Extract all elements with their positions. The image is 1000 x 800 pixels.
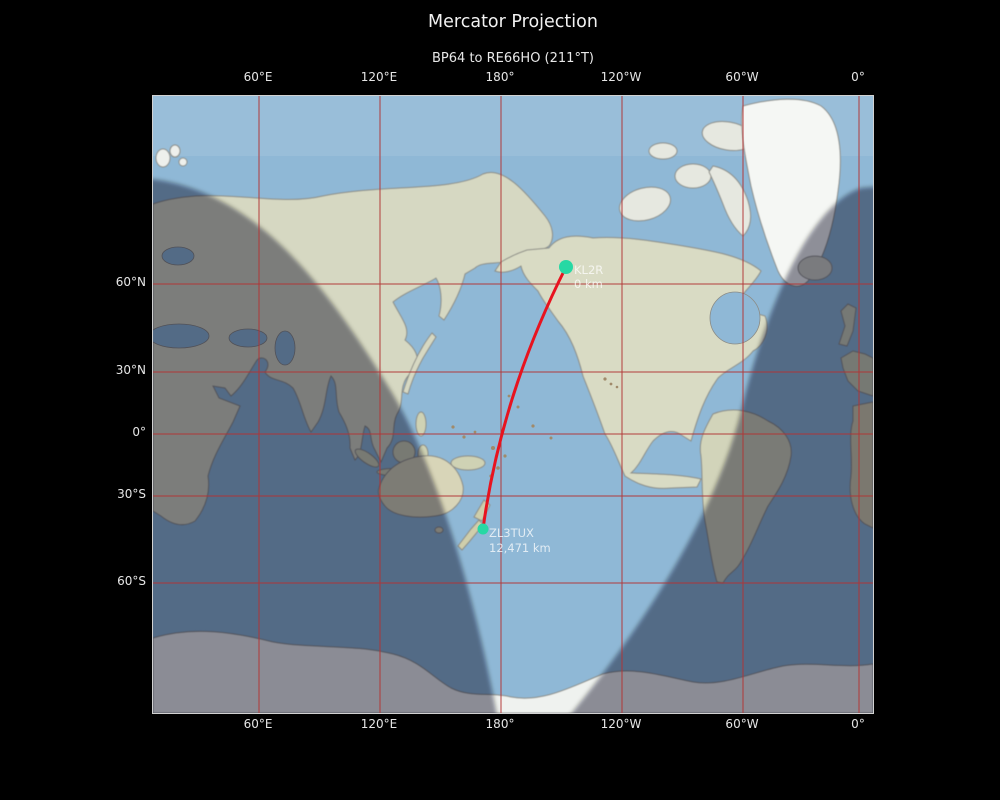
route-start-marker	[559, 260, 573, 274]
start-callsign-label: KL2R	[574, 263, 603, 277]
end-distance-label: 12,471 km	[489, 541, 551, 555]
mercator-map: KL2R 0 km ZL3TUX 12,471 km	[153, 96, 873, 713]
night-region-west	[153, 179, 497, 713]
route-end-marker	[477, 523, 489, 535]
marker-labels: KL2R 0 km ZL3TUX 12,471 km	[489, 263, 603, 555]
axis-tick-bottom-180: 180°	[485, 717, 515, 731]
axis-tick-top-60w: 60°W	[725, 70, 759, 84]
graticule	[153, 96, 873, 713]
end-callsign-label: ZL3TUX	[489, 526, 534, 540]
axis-tick-bottom-120w: 120°W	[600, 717, 642, 731]
landmass-svalbard	[155, 144, 188, 168]
start-distance-label: 0 km	[574, 277, 603, 291]
map-canvas: KL2R 0 km ZL3TUX 12,471 km	[152, 95, 874, 714]
page-title: Mercator Projection	[428, 12, 598, 32]
axis-tick-left-60s: 60°S	[117, 574, 146, 588]
night-terminator-shade	[153, 179, 873, 713]
axis-tick-left-30s: 30°S	[117, 487, 146, 501]
axis-tick-left-0: 0°	[132, 425, 146, 439]
landmass-north-america	[494, 235, 768, 489]
axis-tick-top-0: 0°	[851, 70, 865, 84]
axis-tick-top-120e: 120°E	[360, 70, 398, 84]
route-subtitle: BP64 to RE66HO (211°T)	[432, 51, 594, 66]
axis-tick-top-120w: 120°W	[600, 70, 642, 84]
axis-tick-bottom-120e: 120°E	[360, 717, 398, 731]
hudson-bay	[709, 291, 761, 345]
axis-tick-bottom-0: 0°	[851, 717, 865, 731]
night-region-east	[571, 187, 873, 713]
axis-tick-left-30n: 30°N	[115, 363, 146, 377]
axis-tick-top-180: 180°	[485, 70, 515, 84]
route-line	[481, 265, 568, 531]
axis-tick-bottom-60e: 60°E	[243, 717, 273, 731]
axis-tick-left-60n: 60°N	[115, 275, 146, 289]
axis-tick-bottom-60w: 60°W	[725, 717, 759, 731]
axis-tick-top-60e: 60°E	[243, 70, 273, 84]
landmass-arctic-islands	[619, 120, 755, 237]
